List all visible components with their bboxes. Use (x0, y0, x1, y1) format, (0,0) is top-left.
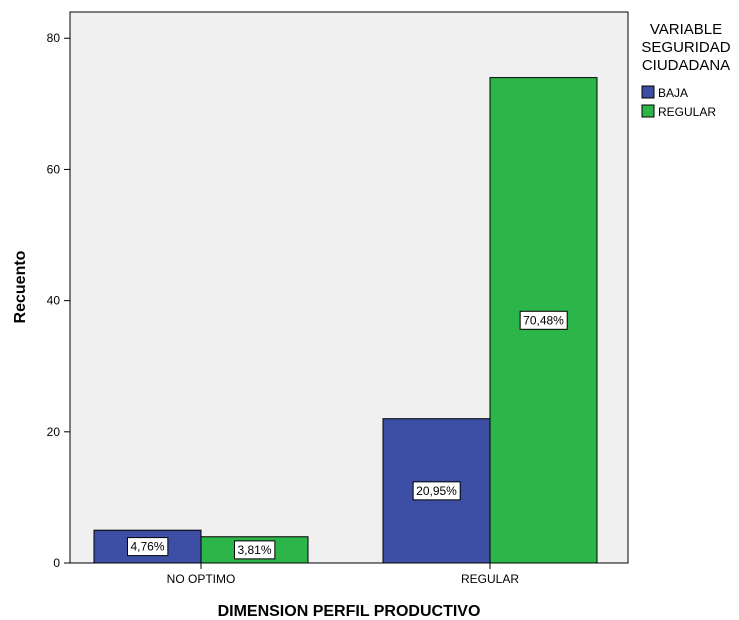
y-tick-label: 80 (47, 31, 61, 45)
data-label: 3,81% (233, 540, 276, 560)
data-label-box (126, 537, 169, 557)
y-tick-label: 40 (47, 294, 61, 308)
legend-items: BAJA REGULAR (641, 85, 716, 119)
data-labels: 4,76% 20,95% 3,81% 70,48% (126, 310, 568, 560)
legend-label-baja: BAJA (658, 86, 688, 100)
data-label-box (233, 540, 276, 560)
data-label: 20,95% (412, 481, 461, 501)
legend-title-line-3: CIUDADANA (642, 57, 730, 74)
legend: VARIABLE SEGURIDAD CIUDADANA BAJA REGULAR (641, 21, 730, 119)
data-label: 4,76% (126, 537, 169, 557)
legend-swatch-baja (641, 85, 655, 99)
data-label: 70,48% (519, 310, 568, 330)
data-label-text: 20,95% (416, 484, 457, 498)
data-label-text: 4,76% (130, 540, 164, 554)
legend-label-regular: REGULAR (658, 105, 716, 119)
data-label-text: 3,81% (237, 543, 271, 557)
legend-title-line-1: VARIABLE (650, 21, 722, 38)
legend-title-line-2: SEGURIDAD (641, 39, 730, 56)
x-axis-title: DIMENSION PERFIL PRODUCTIVO (218, 603, 481, 620)
y-ticks: 0 20 40 60 80 (47, 31, 70, 570)
x-tick-label: NO OPTIMO (167, 572, 236, 586)
x-ticks: NO OPTIMO REGULAR (167, 563, 519, 586)
y-tick-label: 60 (47, 162, 61, 176)
data-label-box (519, 310, 568, 330)
legend-swatch-regular (641, 104, 655, 118)
y-tick-label: 0 (53, 556, 60, 570)
data-label-text: 70,48% (523, 313, 564, 327)
y-axis-title: Recuento (12, 250, 29, 323)
x-tick-label: REGULAR (461, 572, 519, 586)
y-tick-label: 20 (47, 425, 61, 439)
data-label-box (412, 481, 461, 501)
